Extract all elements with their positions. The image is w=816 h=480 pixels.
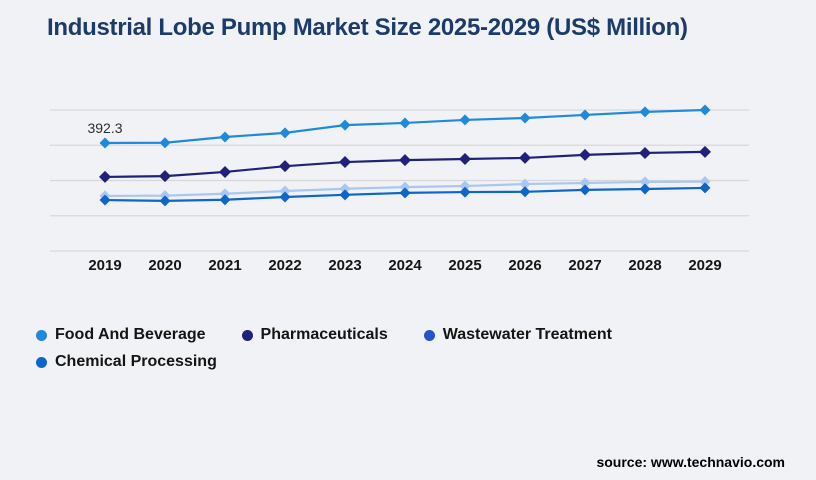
marker-chemical-processing-2019 bbox=[99, 194, 111, 206]
marker-food-and-beverage-2019 bbox=[99, 137, 111, 149]
marker-pharmaceuticals-2026 bbox=[519, 151, 531, 164]
marker-chemical-processing-2024 bbox=[399, 187, 411, 199]
legend-item-food-and-beverage: Food And Beverage bbox=[36, 326, 206, 344]
marker-food-and-beverage-2020 bbox=[159, 137, 171, 149]
marker-wastewater-treatment-2026 bbox=[519, 178, 531, 190]
marker-pharmaceuticals-2025 bbox=[459, 153, 471, 166]
data-label: 392.3 bbox=[87, 120, 122, 136]
marker-pharmaceuticals-2020 bbox=[159, 170, 171, 183]
x-axis-label-2025: 2025 bbox=[448, 257, 481, 274]
chart-svg: 392.3 2019 2020 2021 2022 2023 2024 2025 2026 202… bbox=[50, 104, 749, 274]
marker-chemical-processing-2025 bbox=[459, 186, 471, 198]
marker-wastewater-treatment-2021 bbox=[219, 188, 231, 200]
x-axis-label-2020: 2020 bbox=[148, 257, 181, 274]
marker-pharmaceuticals-2019 bbox=[99, 170, 111, 183]
marker-food-and-beverage-2021 bbox=[219, 131, 231, 143]
marker-food-and-beverage-2028 bbox=[639, 106, 651, 118]
marker-chemical-processing-2022 bbox=[279, 191, 291, 203]
x-axis-label-2024: 2024 bbox=[388, 257, 422, 274]
legend-dot-icon bbox=[36, 356, 47, 368]
marker-wastewater-treatment-2023 bbox=[339, 183, 351, 195]
x-axis-label-2022: 2022 bbox=[268, 257, 301, 274]
legend-item-pharmaceuticals: Pharmaceuticals bbox=[241, 326, 388, 344]
marker-chemical-processing-2021 bbox=[219, 194, 231, 206]
marker-wastewater-treatment-2028 bbox=[639, 176, 651, 188]
x-axis-label-2027: 2027 bbox=[568, 257, 601, 274]
marker-pharmaceuticals-2022 bbox=[279, 160, 291, 173]
page-title: Industrial Lobe Pump Market Size 2025-20… bbox=[47, 14, 688, 41]
marker-wastewater-treatment-2024 bbox=[399, 181, 411, 193]
legend-dot-icon bbox=[241, 329, 253, 341]
legend-label: Pharmaceuticals bbox=[260, 326, 388, 343]
legend-dot-icon bbox=[36, 329, 47, 341]
marker-wastewater-treatment-2029 bbox=[699, 176, 711, 188]
marker-chemical-processing-2020 bbox=[159, 195, 171, 207]
legend-label: Wastewater Treatment bbox=[442, 326, 612, 343]
marker-wastewater-treatment-2025 bbox=[459, 180, 471, 192]
marker-pharmaceuticals-2023 bbox=[339, 156, 351, 169]
marker-food-and-beverage-2029 bbox=[699, 104, 711, 116]
marker-chemical-processing-2026 bbox=[519, 186, 531, 198]
marker-chemical-processing-2029 bbox=[699, 182, 711, 194]
marker-chemical-processing-2027 bbox=[579, 184, 591, 196]
marker-food-and-beverage-2024 bbox=[399, 117, 411, 129]
x-axis-label-2026: 2026 bbox=[508, 257, 541, 274]
source-attribution: source: www.technavio.com bbox=[596, 454, 785, 470]
marker-food-and-beverage-2022 bbox=[279, 127, 291, 139]
marker-wastewater-treatment-2022 bbox=[279, 185, 291, 197]
marker-chemical-processing-2023 bbox=[339, 189, 351, 201]
legend-label: Food And Beverage bbox=[55, 326, 206, 343]
marker-pharmaceuticals-2024 bbox=[399, 154, 411, 167]
marker-pharmaceuticals-2027 bbox=[579, 148, 591, 161]
x-axis-label-2029: 2029 bbox=[688, 257, 721, 274]
chart-legend: Food And Beverage Pharmaceuticals Wastew… bbox=[36, 326, 676, 371]
legend-item-chemical-processing: Chemical Processing bbox=[36, 353, 217, 371]
legend-label: Chemical Processing bbox=[55, 353, 217, 370]
x-axis-label-2028: 2028 bbox=[628, 257, 661, 274]
x-axis-label-2021: 2021 bbox=[208, 257, 241, 274]
x-axis-label-2019: 2019 bbox=[88, 257, 121, 274]
marker-food-and-beverage-2027 bbox=[579, 109, 591, 121]
legend-item-wastewater-treatment: Wastewater Treatment bbox=[423, 326, 612, 344]
marker-food-and-beverage-2026 bbox=[519, 112, 531, 124]
marker-pharmaceuticals-2029 bbox=[699, 145, 711, 158]
legend-dot-icon bbox=[423, 329, 435, 341]
marker-food-and-beverage-2023 bbox=[339, 119, 351, 131]
marker-pharmaceuticals-2028 bbox=[639, 146, 651, 159]
marker-pharmaceuticals-2021 bbox=[219, 165, 231, 178]
marker-chemical-processing-2028 bbox=[639, 183, 651, 195]
x-axis-label-2023: 2023 bbox=[328, 257, 361, 274]
marker-wastewater-treatment-2027 bbox=[579, 177, 591, 189]
marker-food-and-beverage-2025 bbox=[459, 114, 471, 126]
